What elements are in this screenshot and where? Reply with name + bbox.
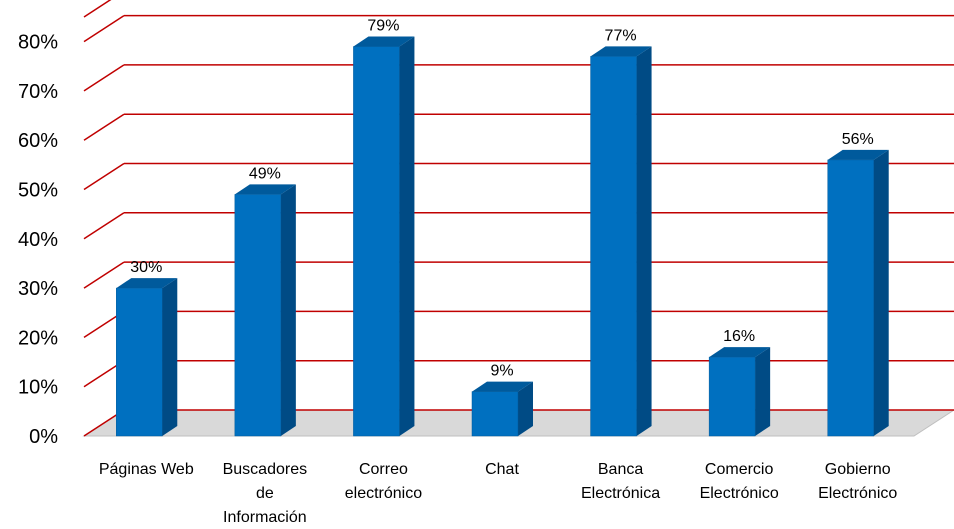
chart-gridlines [83,0,954,437]
gridline-side [83,261,125,289]
bar [471,381,533,437]
bar-front [353,46,400,437]
bar-front [116,287,163,437]
y-tick-label: 10% [18,377,58,399]
chart-bars [116,36,889,437]
bar-top [590,46,652,57]
bar-top [827,149,889,160]
bar-front [234,194,282,437]
gridline-side [83,64,125,92]
bar-side [162,278,178,436]
bar-side [873,149,889,437]
x-tick-label: Páginas Web [99,461,194,478]
y-tick-label: 70% [18,81,58,103]
bar [234,184,296,437]
bar-front [827,159,874,437]
data-label: 16% [723,328,755,345]
y-tick-label: 60% [18,130,58,152]
y-tick-label: 30% [18,278,58,300]
data-label: 79% [367,18,399,35]
bar [827,149,889,437]
gridline-side [83,0,112,18]
y-tick-label: 20% [18,327,58,349]
x-tick-label: Chat [485,461,519,478]
y-axis-ticks: 0% 10% 20% 30% 40% 50% 60% 70% 80% [18,32,58,448]
bar-side [518,381,533,436]
gridline-side [83,113,125,141]
data-label: 77% [605,27,637,44]
bar-top [353,36,415,47]
bar-front [471,391,519,437]
bar-top [472,381,533,392]
bar-top [709,347,771,358]
x-tick-label: Gobierno Electrónico [818,461,897,502]
y-tick-label: 40% [18,229,58,251]
x-tick-label: Banca Electrónica [581,461,660,502]
y-tick-label: 50% [18,180,58,202]
bar-side [280,184,296,436]
bar-front [708,356,756,437]
bar-side [399,36,415,436]
x-tick-label: Buscadores de Información [223,461,308,526]
bar-front [590,56,637,437]
x-tick-label: Correo electrónico [345,461,422,502]
bar [353,36,415,437]
bar-top [116,278,178,289]
data-label: 30% [130,259,162,276]
bar-top [234,184,296,195]
bar-side [755,347,771,436]
data-label: 9% [490,363,513,380]
data-label: 49% [249,165,281,182]
y-tick-label: 0% [29,426,58,448]
x-tick-label: Comercio Electrónico [700,461,779,502]
gridline-side [83,212,125,240]
bar [590,46,652,437]
bar [116,278,178,437]
gridline-side [83,14,125,43]
bar-side [636,46,652,436]
gridline-side [83,162,125,191]
x-axis-ticks: Páginas Web Buscadores de Información Correo… [99,461,898,526]
data-label: 56% [842,131,874,148]
bar [708,347,771,437]
y-tick-label: 80% [18,32,58,54]
data-labels: 30% 49% 79% 9% 77% 16% 56% [130,18,873,380]
